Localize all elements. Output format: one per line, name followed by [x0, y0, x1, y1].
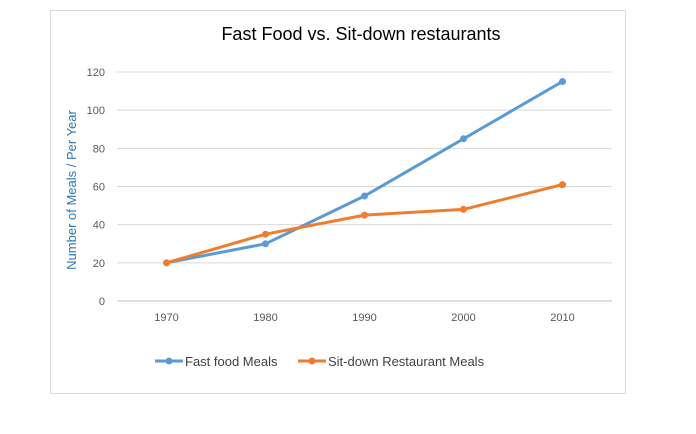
legend-marker [165, 357, 173, 365]
legend-marker [308, 357, 316, 365]
x-tick-label: 1970 [154, 312, 178, 324]
x-tick-label: 1980 [253, 312, 277, 324]
chart-area [50, 10, 626, 394]
series-line [165, 80, 564, 265]
x-axis-ticks: 1970 1980 1990 2000 2010 [154, 312, 574, 324]
legend-label: Sit-down Restaurant Meals [328, 354, 485, 369]
x-tick-label: 2000 [451, 312, 475, 324]
data-point [559, 78, 566, 86]
series-1 [163, 78, 566, 267]
y-tick-label: 120 [87, 67, 105, 79]
data-point [361, 211, 368, 219]
series-lines [163, 78, 566, 267]
legend: Fast food Meals Sit-down Restaurant Meals [155, 354, 485, 369]
x-tick-label: 1990 [352, 312, 376, 324]
y-tick-label: 100 [87, 105, 105, 117]
y-tick-label: 40 [93, 220, 105, 232]
data-point [361, 192, 368, 200]
y-axis-label: Number of Meals / Per Year [64, 109, 79, 269]
legend-item: Fast food Meals [155, 354, 278, 369]
series-2 [163, 181, 566, 267]
chart-title: Fast Food vs. Sit-down restaurants [221, 24, 500, 44]
y-tick-label: 0 [99, 296, 105, 308]
data-point [163, 259, 170, 267]
y-axis-ticks: 0 20 40 60 80 100 120 [87, 67, 105, 308]
data-point [262, 230, 269, 238]
y-tick-label: 20 [93, 258, 105, 270]
data-point [559, 181, 566, 189]
x-tick-label: 2010 [550, 312, 574, 324]
legend-item: Sit-down Restaurant Meals [298, 354, 485, 369]
data-point [460, 135, 467, 143]
y-tick-label: 80 [93, 143, 105, 155]
data-point [262, 240, 269, 248]
y-tick-label: 60 [93, 182, 105, 194]
legend-label: Fast food Meals [185, 354, 278, 369]
gridlines [117, 71, 612, 302]
data-point [460, 205, 467, 213]
